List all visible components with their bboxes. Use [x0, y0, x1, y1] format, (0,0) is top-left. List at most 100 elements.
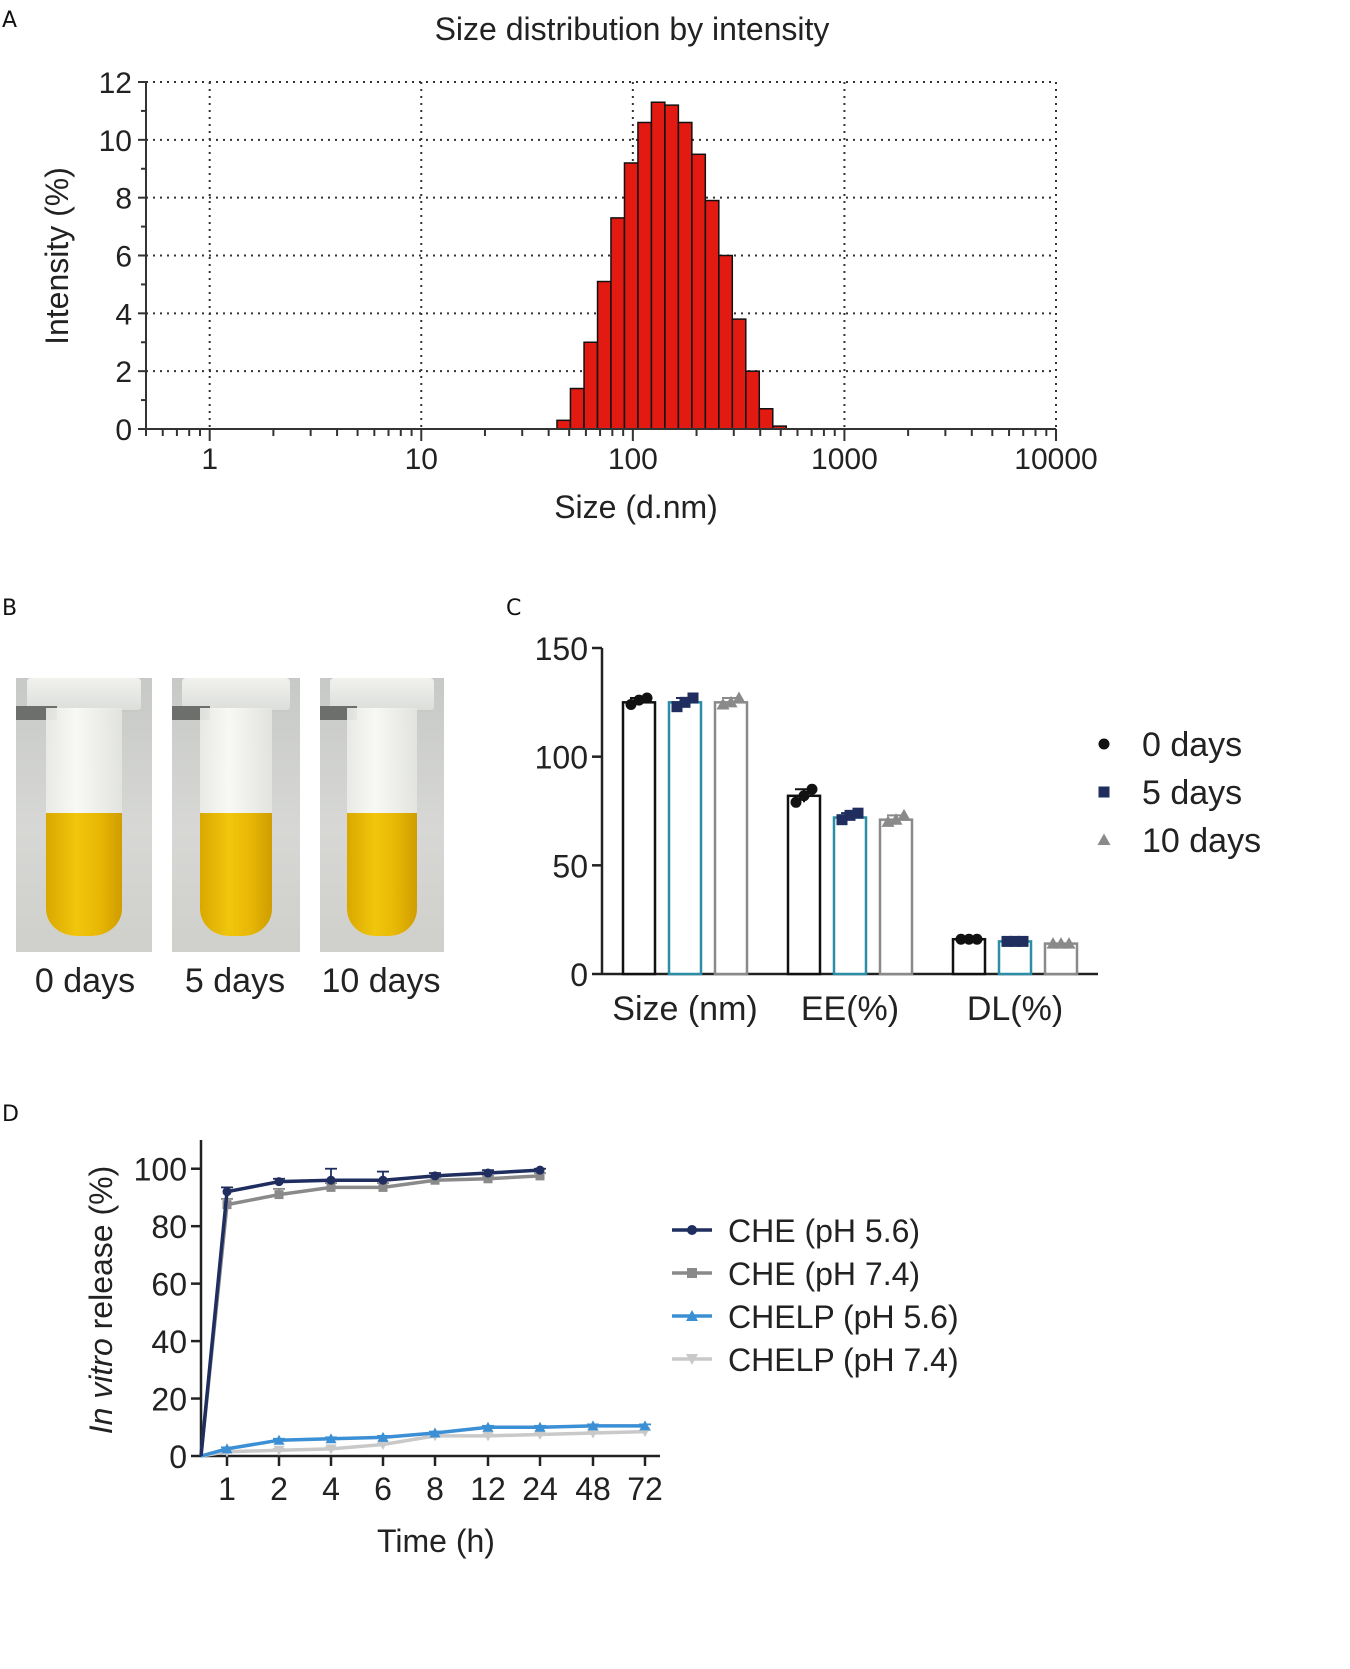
chart-c-data-point: [897, 808, 911, 821]
chart-c-data-point: [836, 814, 848, 826]
chart-c-data-point: [806, 783, 818, 795]
chart-d-series-line: [199, 1168, 541, 1457]
chart-d-x-tick-label: 12: [470, 1471, 506, 1507]
chart-d-series-line: [200, 1424, 645, 1458]
chart-d-data-point: [326, 1182, 336, 1192]
chart-c-category-label: Size (nm): [612, 990, 757, 1028]
chart-c-data-point: [798, 790, 810, 802]
chart-d-data-point: [273, 1445, 285, 1456]
chart-c-bar: [667, 701, 703, 976]
tube-photo-5-days: [172, 678, 300, 952]
chart-d-y-axis-label: In vitro release (%): [83, 1166, 119, 1435]
chart-d-data-point: [587, 1420, 599, 1431]
chart-a-x-tick-label: 1000: [811, 443, 878, 476]
chart-d-data-point: [377, 1440, 389, 1451]
chart-c-y-tick-label: 100: [535, 740, 588, 776]
chart-d-x-tick-label: 4: [322, 1471, 340, 1507]
chart-c-data-point: [790, 796, 802, 808]
chart-a-x-tick-label: 10: [405, 443, 438, 476]
chart-c-bar: [832, 816, 868, 976]
chart-c-data-point: [724, 695, 738, 708]
chart-d-data-point: [325, 1444, 337, 1455]
chart-a-y-tick-label: 10: [99, 125, 132, 158]
chart-d-y-tick-label: 80: [151, 1209, 187, 1245]
chart-c-bar: [1043, 942, 1079, 976]
chart-c-y-tick-label: 50: [552, 848, 588, 884]
chart-d-data-point: [534, 1429, 546, 1440]
chart-d-data-point: [534, 1421, 546, 1432]
chart-d-data-point: [483, 1174, 493, 1184]
chart-d-x-tick-label: 24: [522, 1471, 558, 1507]
chart-d-y-tick-label: 100: [134, 1152, 187, 1188]
chart-d-legend-label: CHE (pH 7.4): [728, 1256, 920, 1292]
chart-a-y-tick-label: 12: [99, 67, 132, 100]
photo-label-5-days: 5 days: [184, 962, 286, 1000]
chart-d-data-point: [639, 1420, 651, 1431]
chart-d-legend-marker: [687, 1225, 697, 1235]
chart-a-x-tick-label: 1: [201, 443, 218, 476]
chart-c-legend-label: 5 days: [1142, 774, 1242, 812]
chart-c-data-point: [844, 809, 856, 821]
chart-a-x-axis-label: Size (d.nm): [554, 489, 718, 525]
chart-d-legend-label: CHE (pH 5.6): [728, 1213, 920, 1249]
chart-d-data-point: [587, 1428, 599, 1439]
chart-d-legend-label: CHELP (pH 5.6): [728, 1299, 959, 1335]
chart-c-data-point: [687, 692, 699, 704]
photo-label-10-days: 10 days: [321, 962, 441, 1000]
chart-d-data-point: [482, 1421, 494, 1432]
chart-c-data-point: [963, 933, 975, 945]
chart-a-title: Size distribution by intensity: [435, 11, 830, 47]
chart-a-y-tick-label: 0: [115, 414, 132, 447]
chart-d-data-point: [273, 1434, 285, 1445]
chart-d-y-axis-label-italic: In vitro: [83, 1338, 119, 1434]
chart-c-data-point: [971, 933, 983, 945]
chart-c-data-point: [1009, 935, 1021, 947]
chart-c-data-point: [679, 696, 691, 708]
chart-d-x-axis-label: Time (h): [377, 1523, 495, 1559]
chart-c-data-point: [671, 701, 683, 713]
panel-label-a: A: [2, 8, 18, 33]
chart-c-legend-marker: [1098, 738, 1110, 750]
chart-d-legend-marker: [686, 1310, 698, 1321]
chart-d-data-point: [378, 1175, 388, 1185]
photo-label-0-days: 0 days: [34, 962, 136, 1000]
chart-d-y-axis-label-rest: release (%): [83, 1166, 119, 1339]
chart-d-data-point: [326, 1175, 336, 1185]
chart-d-x-tick-label: 72: [627, 1471, 663, 1507]
chart-d-data-point: [483, 1168, 493, 1178]
chart-d-y-tick-label: 40: [151, 1324, 187, 1360]
chart-d-data-point: [430, 1171, 440, 1181]
chart-d-data-point: [274, 1190, 284, 1200]
chart-a-y-tick-label: 6: [115, 241, 132, 274]
chart-a-y-tick-label: 2: [115, 356, 132, 389]
chart-a-x-tick-label: 100: [608, 443, 658, 476]
chart-d-data-point: [221, 1443, 233, 1454]
chart-a-y-axis-label: Intensity (%): [39, 167, 75, 345]
chart-d-data-point: [429, 1427, 441, 1438]
chart-c-legend-label: 10 days: [1142, 822, 1261, 860]
chart-d-series-line: [200, 1429, 646, 1458]
chart-c-legend-label: 0 days: [1142, 726, 1242, 764]
chart-c-category-label: DL(%): [967, 990, 1063, 1028]
chart-c-data-point: [852, 807, 864, 819]
chart-c-legend-marker: [1097, 833, 1111, 845]
chart-c-data-point: [955, 933, 967, 945]
chart-d-data-point: [325, 1433, 337, 1444]
chart-c-data-point: [732, 691, 746, 703]
chart-d-data-point: [222, 1187, 232, 1197]
tube-photo-10-days: [320, 678, 444, 952]
panel-label-b: B: [2, 596, 18, 621]
chart-d-x-tick-label: 48: [575, 1471, 611, 1507]
chart-d-data-point: [377, 1431, 389, 1442]
chart-d-data-point: [535, 1165, 545, 1175]
chart-a-y-tick-label: 8: [115, 183, 132, 216]
chart-c-data-point: [1001, 935, 1013, 947]
panel-label-c: C: [506, 596, 522, 621]
chart-d-x-tick-label: 1: [218, 1471, 236, 1507]
chart-c-category-label: EE(%): [801, 990, 899, 1028]
chart-c-bar: [786, 794, 822, 976]
chart-c-bar: [713, 701, 749, 976]
